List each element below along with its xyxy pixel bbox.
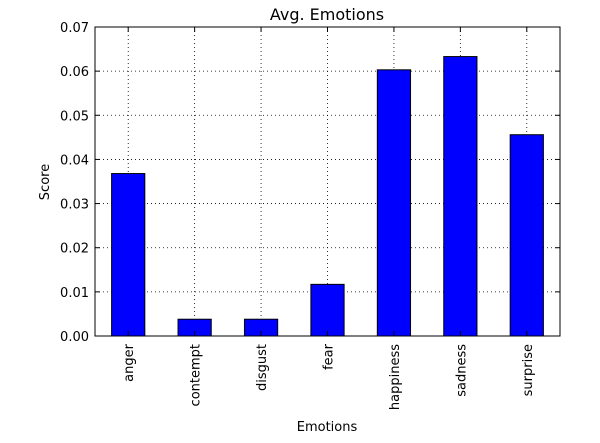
- x-tick-label: contempt: [189, 344, 204, 406]
- tick-layer: 0.00 0.01 0.02 0.03 0.04 0.05 0.06 0.07 anger con…: [60, 21, 560, 410]
- x-tick-label: anger: [122, 343, 137, 381]
- x-tick-label: sadness: [454, 344, 469, 397]
- y-tick-label: 0.01: [60, 286, 89, 301]
- plot-frame: [94, 26, 561, 337]
- y-axis-label: Score: [38, 164, 53, 200]
- y-tick-label: 0.03: [60, 198, 89, 213]
- x-tick-label: disgust: [255, 344, 270, 391]
- bar-happiness: [376, 69, 412, 337]
- chart-title: Avg. Emotions: [270, 5, 384, 24]
- x-axis-label: Emotions: [297, 420, 358, 435]
- y-tick-label: 0.04: [60, 153, 89, 168]
- y-tick-label: 0.07: [60, 21, 89, 36]
- x-tick-label: fear: [322, 343, 337, 370]
- y-tick-label: 0.02: [60, 242, 89, 257]
- bar-layer: [111, 56, 544, 337]
- bar-surprise: [509, 134, 544, 337]
- y-tick-label: 0.00: [60, 330, 89, 345]
- x-tick-label: happiness: [388, 344, 403, 410]
- y-tick-label: 0.06: [60, 65, 89, 80]
- bar-anger: [111, 173, 146, 337]
- bar-fear: [310, 283, 345, 337]
- y-tick-label: 0.05: [60, 109, 89, 124]
- bar-sadness: [443, 56, 478, 337]
- x-tick-label: surprise: [521, 344, 536, 396]
